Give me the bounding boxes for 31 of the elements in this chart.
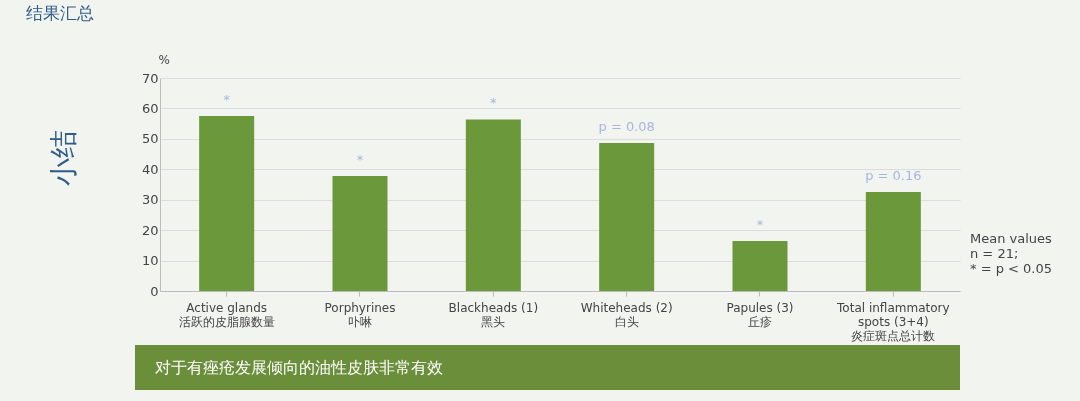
bar — [465, 119, 521, 291]
y-axis-title: % — [158, 52, 170, 67]
bar — [732, 241, 788, 291]
bar — [332, 175, 388, 291]
bar — [199, 116, 255, 291]
bar — [599, 143, 655, 291]
x-tick-label: Porphyrines 卟啉 — [324, 300, 396, 329]
x-tick-label: Whiteheads (2) 白头 — [580, 300, 673, 329]
y-tick-label: 10 — [141, 253, 159, 269]
y-tick-label: 20 — [141, 222, 159, 238]
annotation: p = 0.16 — [865, 168, 922, 184]
annotation: * — [223, 92, 231, 108]
y-tick-label: 50 — [141, 131, 159, 147]
text: 对于有痤疮发展倾向的油性皮肤非常有效 — [155, 358, 443, 377]
chart-title: 结果汇总 — [26, 3, 94, 23]
x-tick-label: Papules (3) 丘疹 — [726, 300, 794, 329]
x-tick-label: Active glands 活跃的皮脂腺数量 — [178, 300, 275, 329]
annotation: * — [356, 151, 364, 167]
x-tick-label: Total inflammatory spots (3+4) 炎症斑点总计数 — [836, 300, 950, 343]
annotation: p = 0.08 — [598, 119, 655, 135]
y-tick-label: 30 — [141, 192, 159, 208]
text: 小结 — [47, 130, 80, 186]
x-tick-label: Blackheads (1) 黑头 — [448, 300, 539, 329]
text: Mean values n = 21; * = p < 0.05 — [970, 231, 1053, 276]
y-tick-label: 40 — [141, 161, 159, 177]
y-tick-label: 60 — [141, 100, 159, 116]
bar — [865, 192, 921, 291]
annotation: * — [490, 95, 498, 111]
y-tick-label: 70 — [141, 70, 159, 86]
y-tick-label: 0 — [150, 283, 159, 299]
annotation: * — [756, 217, 764, 233]
